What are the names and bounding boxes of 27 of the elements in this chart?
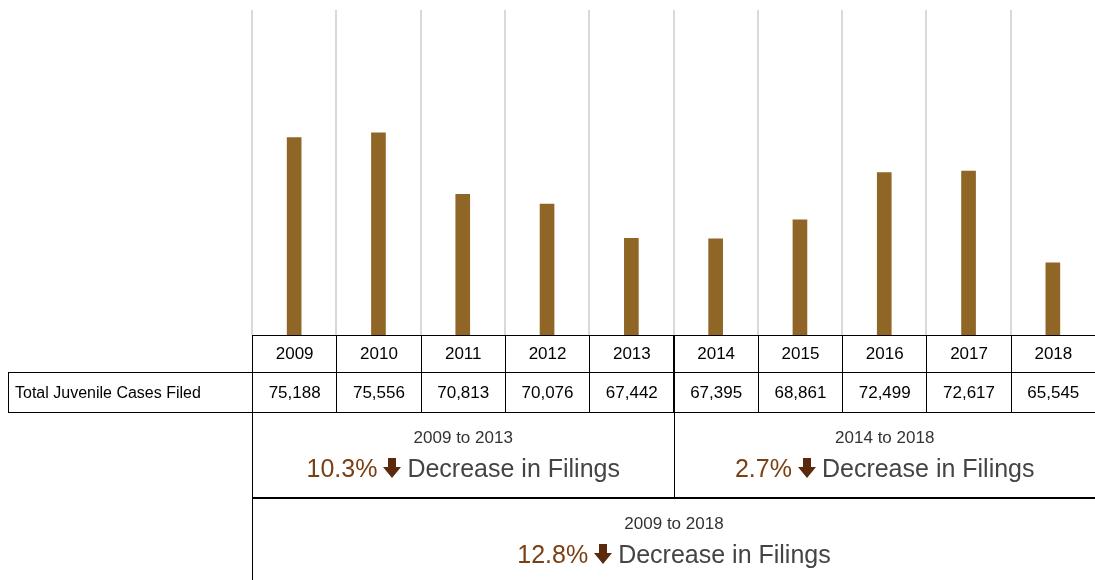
annotation: 2014 to 2018 bbox=[835, 427, 935, 448]
x-tick-label: 2017 bbox=[926, 335, 1012, 373]
x-tick-label: 2011 bbox=[420, 335, 506, 373]
text: 2.7% Decrease in Filings bbox=[734, 453, 1035, 482]
x-tick-label: 2014 bbox=[673, 335, 759, 373]
data-label: 75,188 bbox=[252, 372, 338, 413]
x-tick-label: 2010 bbox=[336, 335, 422, 373]
x-tick-label: 2018 bbox=[1010, 335, 1095, 373]
data-label: 70,813 bbox=[420, 372, 506, 413]
x-tick-label: 2009 bbox=[252, 335, 338, 373]
text: Total Juvenile Cases Filed bbox=[8, 372, 253, 413]
x-tick-label: 2012 bbox=[504, 335, 591, 373]
data-label: 67,442 bbox=[589, 372, 675, 413]
data-label: 75,556 bbox=[336, 372, 422, 413]
annotation: 2009 to 2018 bbox=[624, 513, 724, 534]
annotation: 2009 to 2013 bbox=[413, 427, 513, 448]
data-label: 70,076 bbox=[504, 372, 591, 413]
data-label: 72,499 bbox=[842, 372, 928, 413]
data-label: 68,861 bbox=[757, 372, 844, 413]
text: 10.3% Decrease in Filings bbox=[306, 453, 620, 482]
x-tick-label: 2013 bbox=[589, 335, 675, 373]
x-tick-label: 2016 bbox=[842, 335, 928, 373]
x-tick-label: 2015 bbox=[757, 335, 844, 373]
text: 12.8% Decrease in Filings bbox=[517, 539, 831, 568]
data-label: 65,545 bbox=[1010, 372, 1095, 413]
data-label: 67,395 bbox=[673, 372, 759, 413]
data-label: 72,617 bbox=[926, 372, 1012, 413]
